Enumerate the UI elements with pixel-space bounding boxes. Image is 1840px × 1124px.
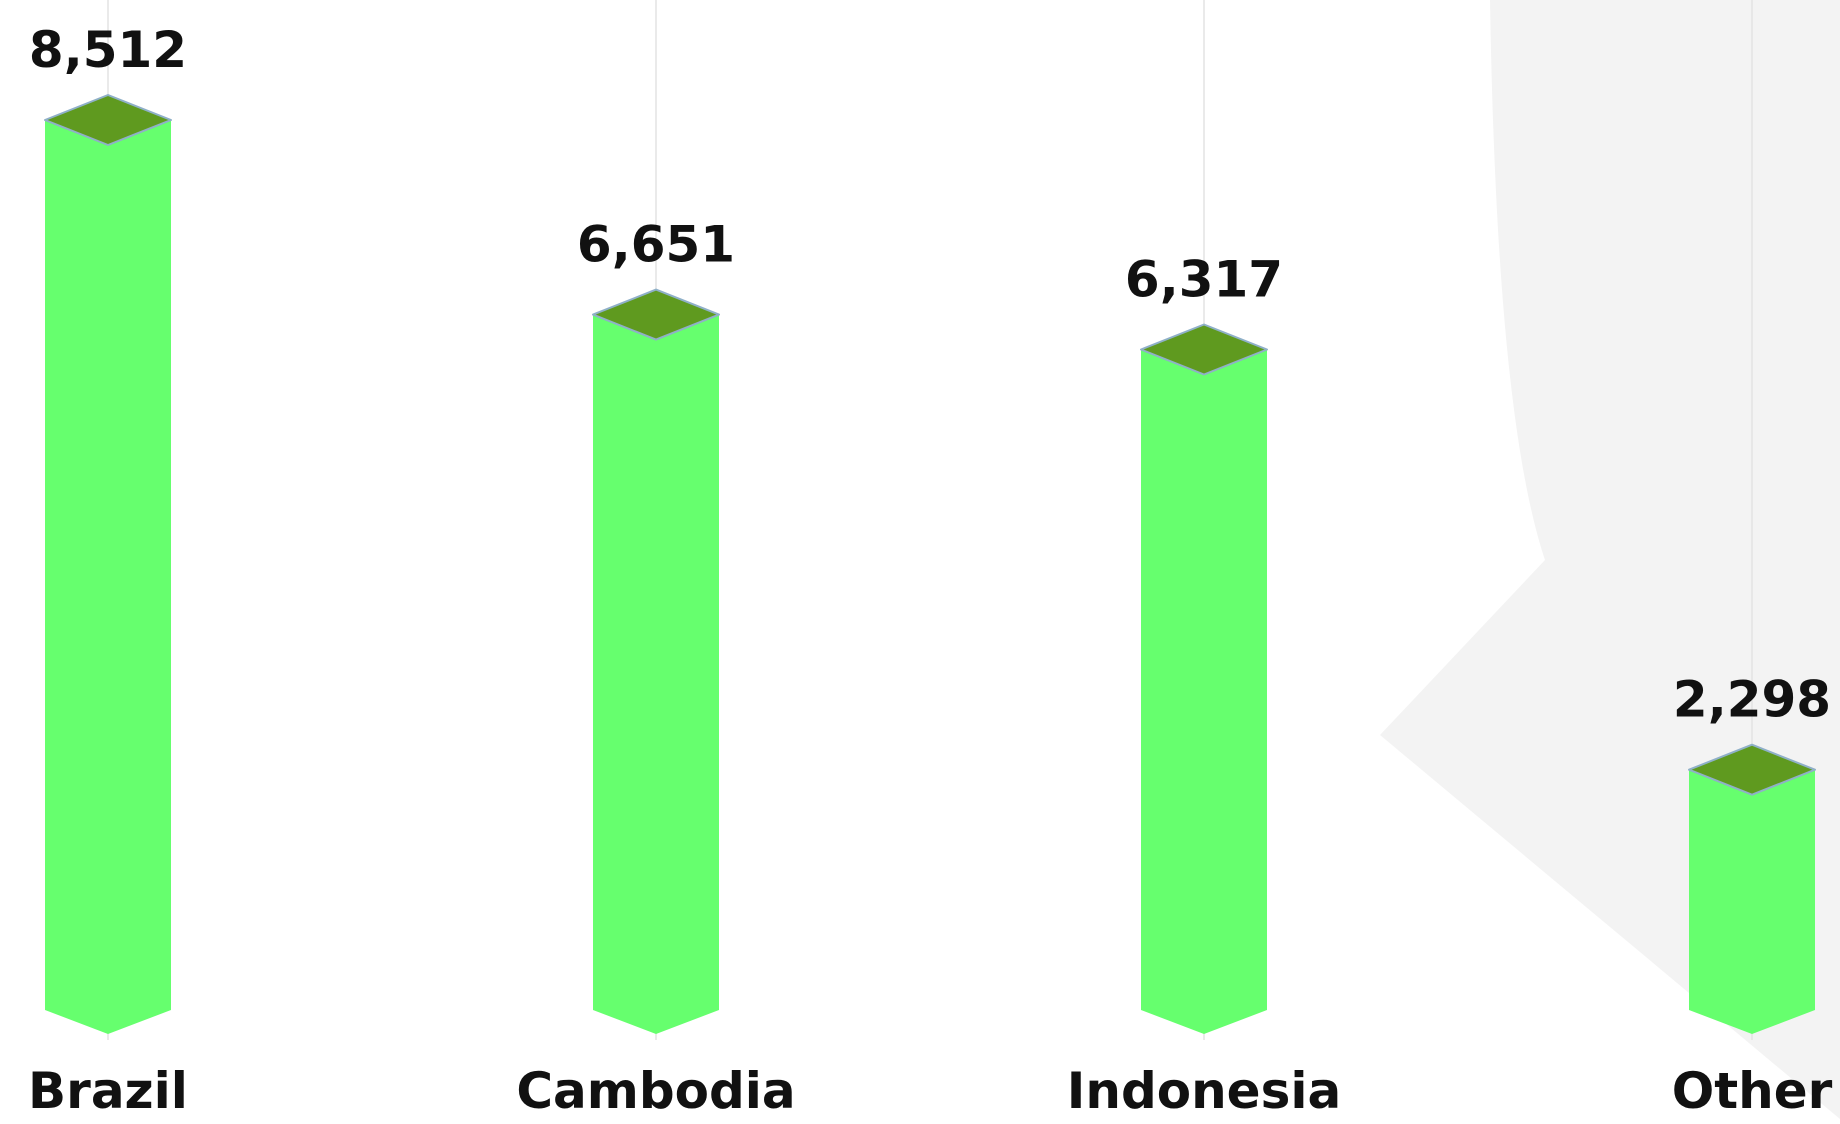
- bar-cap-cambodia: [592, 288, 720, 341]
- category-label-indonesia: Indonesia: [1067, 1062, 1342, 1119]
- value-label-brazil: 8,512: [29, 21, 187, 79]
- bar-cambodia: [593, 314, 719, 1034]
- bars: [44, 94, 1816, 1035]
- value-label-other: 2,298: [1673, 671, 1831, 729]
- value-label-cambodia: 6,651: [577, 216, 735, 274]
- bar-cap-brazil: [44, 94, 172, 146]
- value-label-indonesia: 6,317: [1125, 251, 1283, 309]
- labels: 8,512 Brazil 6,651 Cambodia 6,317 Indonesia 2,…: [28, 21, 1833, 1120]
- category-label-cambodia: Cambodia: [516, 1062, 795, 1119]
- category-label-other: Other: [1672, 1062, 1833, 1119]
- bar-brazil: [45, 120, 171, 1034]
- bar-other: [1689, 769, 1815, 1034]
- bar-indonesia: [1141, 349, 1267, 1035]
- bar-cap-other: [1688, 743, 1816, 796]
- category-label-brazil: Brazil: [28, 1062, 188, 1119]
- bar-cap-indonesia: [1140, 323, 1268, 376]
